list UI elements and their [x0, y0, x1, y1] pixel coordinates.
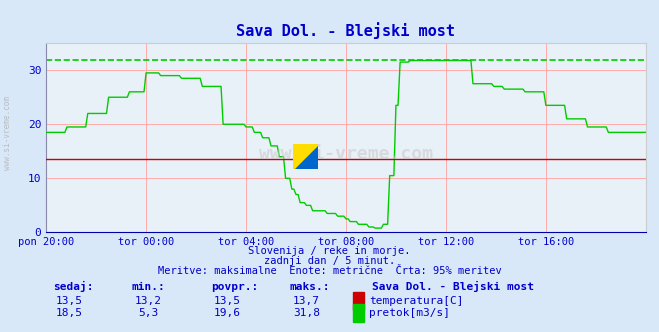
Text: 13,5: 13,5 [56, 296, 82, 306]
Text: www.si-vreme.com: www.si-vreme.com [3, 96, 13, 170]
Text: maks.:: maks.: [290, 283, 330, 292]
Text: 13,5: 13,5 [214, 296, 241, 306]
Text: 13,7: 13,7 [293, 296, 320, 306]
Polygon shape [293, 144, 318, 169]
Text: 18,5: 18,5 [56, 308, 82, 318]
Text: Meritve: maksimalne  Enote: metrične  Črta: 95% meritev: Meritve: maksimalne Enote: metrične Črta… [158, 266, 501, 276]
Text: temperatura[C]: temperatura[C] [369, 296, 463, 306]
Text: zadnji dan / 5 minut.: zadnji dan / 5 minut. [264, 256, 395, 266]
Text: 19,6: 19,6 [214, 308, 241, 318]
Text: 31,8: 31,8 [293, 308, 320, 318]
Bar [353, 292, 364, 310]
Text: sedaj:: sedaj: [53, 282, 93, 292]
Title: Sava Dol. - Blejski most: Sava Dol. - Blejski most [237, 22, 455, 39]
Polygon shape [293, 144, 318, 169]
Text: pretok[m3/s]: pretok[m3/s] [369, 308, 450, 318]
Text: 13,2: 13,2 [135, 296, 161, 306]
Bar [353, 304, 364, 322]
Text: min.:: min.: [132, 283, 165, 292]
Text: 5,3: 5,3 [138, 308, 158, 318]
Text: Slovenija / reke in morje.: Slovenija / reke in morje. [248, 246, 411, 256]
Text: www.si-vreme.com: www.si-vreme.com [259, 145, 433, 163]
Text: povpr.:: povpr.: [211, 283, 258, 292]
Text: Sava Dol. - Blejski most: Sava Dol. - Blejski most [372, 282, 534, 292]
